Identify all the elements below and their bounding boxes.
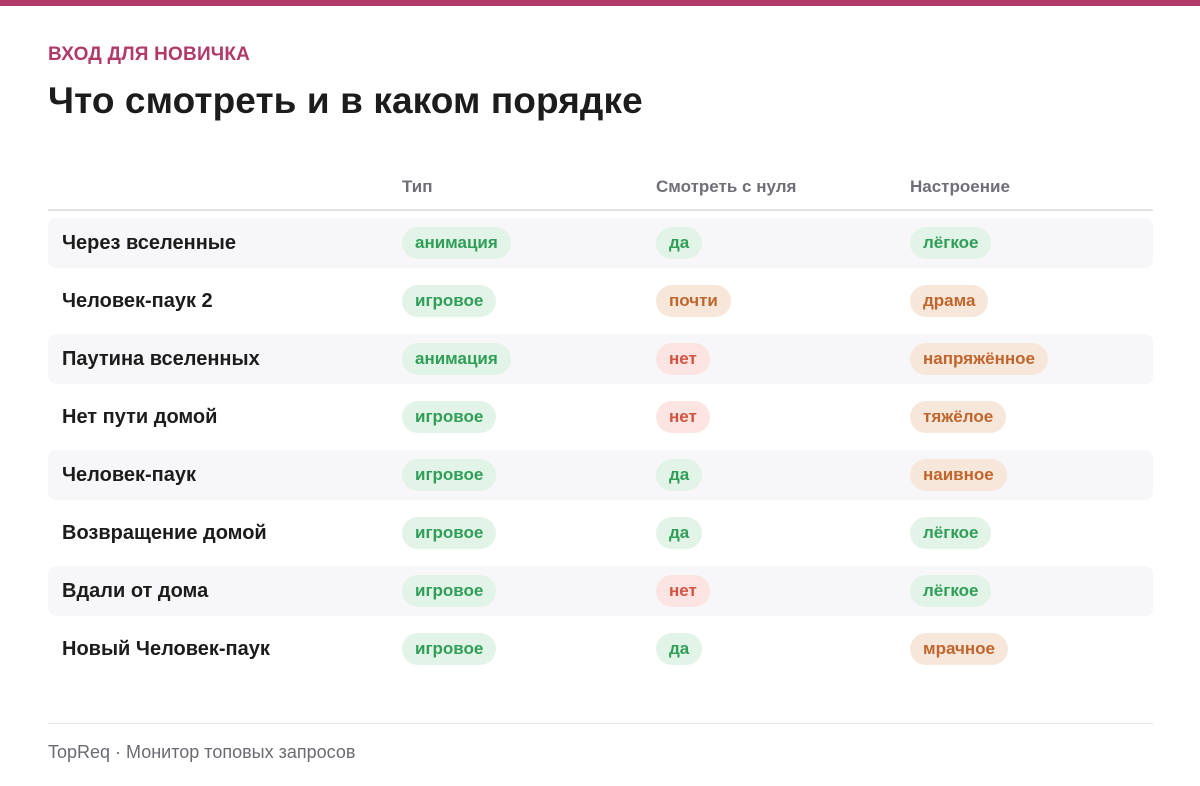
column-header-type: Тип [402,177,433,196]
table-row: Человек-паук игровое да наивное [48,450,1153,500]
table-row: Через вселенные анимация да лёгкое [48,218,1153,268]
table-row: Возвращение домой игровое да лёгкое [48,508,1153,558]
type-pill: игровое [402,517,497,549]
row-title: Новый Человек-паук [62,638,270,660]
start-pill: почти [656,285,731,317]
page-title: Что смотреть и в каком порядке [48,80,643,121]
column-header-mood: Настроение [910,177,1010,196]
table-row: Человек-паук 2 игровое почти драма [48,276,1153,326]
row-title: Вдали от дома [62,580,209,602]
column-header-start: Смотреть с нуля [656,177,797,196]
footer-source: TopReq · Монитор топовых запросов [48,742,356,762]
table-header: Тип Смотреть с нуля Настроение [48,165,1153,211]
row-title: Человек-паук [62,464,196,486]
start-pill: нет [656,401,710,433]
row-title: Человек-паук 2 [62,290,213,312]
start-pill: нет [656,343,710,375]
type-pill: игровое [402,575,497,607]
start-pill: да [656,227,703,259]
mood-pill: напряжённое [910,343,1048,375]
mood-pill: лёгкое [910,227,992,259]
table-row: Вдали от дома игровое нет лёгкое [48,566,1153,616]
type-pill: игровое [402,285,497,317]
table-row: Паутина вселенных анимация нет напряжённое [48,334,1153,384]
mood-pill: лёгкое [910,575,992,607]
watch-order-table: Тип Смотреть с нуля Настроение Через все… [48,165,1153,682]
start-pill: да [656,459,703,491]
table-row: Нет пути домой игровое нет тяжёлое [48,392,1153,442]
mood-pill: тяжёлое [910,401,1007,433]
row-title: Возвращение домой [62,522,267,544]
row-title: Паутина вселенных [62,348,260,370]
type-pill: игровое [402,459,497,491]
row-title: Нет пути домой [62,406,218,428]
start-pill: нет [656,575,710,607]
type-pill: анимация [402,343,511,375]
row-title: Через вселенные [62,232,236,254]
eyebrow-label: ВХОД ДЛЯ НОВИЧКА [48,44,251,65]
table-row: Новый Человек-паук игровое да мрачное [48,624,1153,674]
mood-pill: мрачное [910,633,1008,665]
mood-pill: лёгкое [910,517,992,549]
type-pill: анимация [402,227,511,259]
accent-top-bar [0,0,1200,6]
start-pill: да [656,633,703,665]
footer-divider [48,723,1153,724]
type-pill: игровое [402,401,497,433]
mood-pill: наивное [910,459,1007,491]
mood-pill: драма [910,285,989,317]
type-pill: игровое [402,633,497,665]
table-body: Через вселенные анимация да лёгкое Человек-п… [48,211,1153,674]
start-pill: да [656,517,703,549]
